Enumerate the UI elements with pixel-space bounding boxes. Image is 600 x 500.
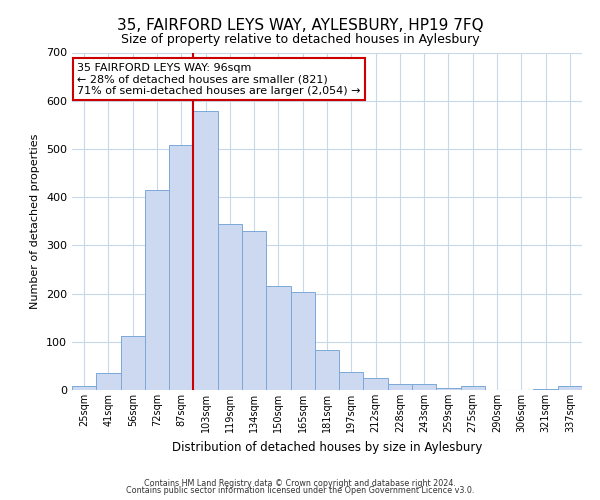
Bar — [461, 386, 485, 390]
Text: Contains HM Land Registry data © Crown copyright and database right 2024.: Contains HM Land Registry data © Crown c… — [144, 478, 456, 488]
Bar — [145, 190, 169, 390]
Text: Size of property relative to detached houses in Aylesbury: Size of property relative to detached ho… — [121, 32, 479, 46]
Bar — [412, 384, 436, 390]
Bar — [242, 231, 266, 390]
Bar — [266, 286, 290, 390]
Text: 35 FAIRFORD LEYS WAY: 96sqm
← 28% of detached houses are smaller (821)
71% of se: 35 FAIRFORD LEYS WAY: 96sqm ← 28% of det… — [77, 62, 361, 96]
Bar — [169, 145, 193, 390]
Bar — [315, 350, 339, 390]
Bar — [121, 336, 145, 390]
Bar — [339, 372, 364, 390]
X-axis label: Distribution of detached houses by size in Aylesbury: Distribution of detached houses by size … — [172, 440, 482, 454]
Bar — [436, 388, 461, 390]
Bar — [218, 224, 242, 390]
Bar — [558, 386, 582, 390]
Bar — [96, 373, 121, 390]
Bar — [364, 378, 388, 390]
Bar — [533, 389, 558, 390]
Text: 35, FAIRFORD LEYS WAY, AYLESBURY, HP19 7FQ: 35, FAIRFORD LEYS WAY, AYLESBURY, HP19 7… — [116, 18, 484, 32]
Bar — [388, 384, 412, 390]
Bar — [193, 112, 218, 390]
Bar — [290, 292, 315, 390]
Bar — [72, 386, 96, 390]
Y-axis label: Number of detached properties: Number of detached properties — [31, 134, 40, 309]
Text: Contains public sector information licensed under the Open Government Licence v3: Contains public sector information licen… — [126, 486, 474, 495]
